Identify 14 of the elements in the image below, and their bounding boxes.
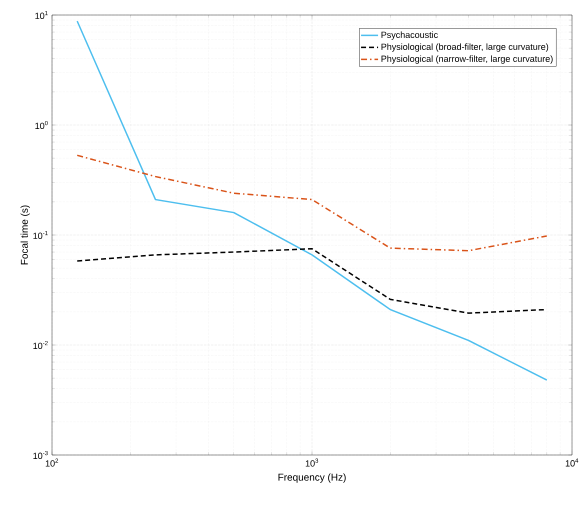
legend-label: Physiological (broad-filter, large curvature) xyxy=(382,43,548,52)
y-tick-label: 10$^{-1}$ xyxy=(33,231,48,240)
y-tick-label: 10$^{-2}$ xyxy=(33,340,48,350)
y-tick-label: 10$^{-3}$ xyxy=(33,450,48,460)
y-axis-title: Focal time (s) xyxy=(20,205,30,264)
y-tick-label: 10$^{1}$ xyxy=(35,11,48,20)
x-tick-label: 10$^{3}$ xyxy=(306,458,318,467)
x-tick-label: 10$^{4}$ xyxy=(566,458,578,467)
y-tick-label: 10$^{0}$ xyxy=(35,120,48,130)
line-series xyxy=(76,154,548,252)
legend-label: Physiological (narrow-filter, large curvature) xyxy=(382,55,553,64)
x-tick-label: 10$^{2}$ xyxy=(46,458,58,467)
legend-label: Psychacoustic xyxy=(382,31,438,40)
x-axis-title: Frequency (Hz) xyxy=(278,473,346,483)
